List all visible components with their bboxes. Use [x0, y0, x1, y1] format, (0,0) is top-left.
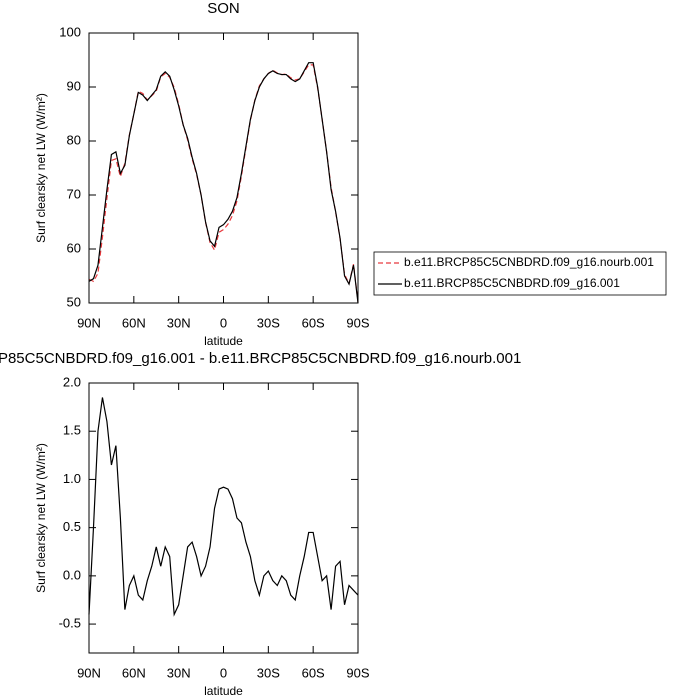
y-tick-label: 1.0: [63, 471, 81, 486]
y-axis-label: Surf clearsky net LW (W/m²): [34, 93, 48, 243]
x-tick-label: 90S: [346, 665, 369, 680]
x-tick-label: 0: [220, 665, 227, 680]
x-tick-label: 60S: [302, 315, 325, 330]
y-tick-label: 2.0: [63, 374, 81, 389]
x-tick-label: 30S: [257, 315, 280, 330]
x-tick-label: 60N: [122, 665, 146, 680]
y-tick-label: 90: [67, 78, 81, 93]
x-axis-label: latitude: [204, 684, 243, 698]
y-tick-label: 50: [67, 294, 81, 309]
x-tick-label: 30N: [167, 315, 191, 330]
legend-label: b.e11.BRCP85C5CNBDRD.f09_g16.nourb.001: [404, 255, 654, 269]
chart-title: SON: [207, 0, 240, 17]
y-tick-label: 80: [67, 132, 81, 147]
y-tick-label: 70: [67, 186, 81, 201]
x-tick-label: 0: [220, 315, 227, 330]
y-tick-label: 0.0: [63, 567, 81, 582]
x-tick-label: 90N: [77, 665, 101, 680]
data-line: [88, 62, 359, 304]
y-tick-label: -0.5: [59, 616, 81, 631]
x-tick-label: 60N: [122, 315, 146, 330]
x-tick-label: 90S: [346, 315, 369, 330]
legend-box: [373, 251, 667, 296]
y-tick-label: 0.5: [63, 519, 81, 534]
y-axis-label: Surf clearsky net LW (W/m²): [34, 443, 48, 593]
plot-frame: [88, 382, 359, 654]
x-tick-label: 60S: [302, 665, 325, 680]
y-tick-label: 60: [67, 240, 81, 255]
x-tick-label: 30N: [167, 665, 191, 680]
y-tick-label: 100: [59, 24, 81, 39]
x-tick-label: 90N: [77, 315, 101, 330]
x-tick-label: 30S: [257, 665, 280, 680]
chart-title: b.e11.BRCP85C5CNBDRD.f09_g16.001 - b.e11…: [0, 350, 521, 367]
plot-frame: [88, 32, 359, 304]
legend-label: b.e11.BRCP85C5CNBDRD.f09_g16.001: [404, 276, 620, 290]
x-axis-label: latitude: [204, 334, 243, 348]
y-tick-label: 1.5: [63, 423, 81, 438]
data-line: [88, 64, 359, 302]
data-line: [88, 397, 359, 617]
